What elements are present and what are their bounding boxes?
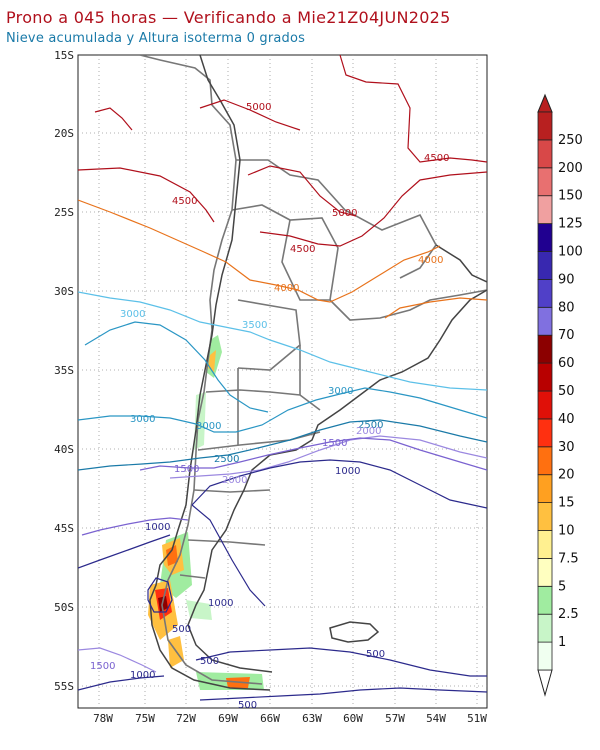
lat-tick: 40S <box>54 443 74 456</box>
contour-label: 3000 <box>328 386 353 397</box>
lat-tick: 45S <box>54 522 74 535</box>
contour-label: 1500 <box>322 438 347 449</box>
coastline <box>149 55 487 691</box>
longitude-axis: 78W 75W 72W 69W 66W 63W 60W 57W 54W 51W <box>93 712 487 725</box>
contour-label: 4000 <box>418 255 443 266</box>
colorbar-label: 1 <box>558 635 566 650</box>
lat-tick: 35S <box>54 364 74 377</box>
lat-tick: 15S <box>54 49 74 62</box>
graticule <box>78 55 487 708</box>
contour-label: 4500 <box>172 196 197 207</box>
colorbar-label: 20 <box>558 468 575 483</box>
colorbar-swatch <box>537 530 553 559</box>
colorbar-swatch <box>537 278 553 308</box>
colorbar-label: 90 <box>558 272 575 287</box>
lon-tick: 66W <box>260 712 280 725</box>
colorbar-swatch <box>537 223 553 252</box>
colorbar-label: 7.5 <box>558 551 579 566</box>
colorbar-label: 15 <box>558 496 575 511</box>
colorbar-label: 100 <box>558 245 583 260</box>
colorbar-swatch <box>537 418 553 448</box>
lat-tick: 50S <box>54 601 74 614</box>
lon-tick: 72W <box>176 712 196 725</box>
colorbar-label: 250 <box>558 133 583 148</box>
contour-label: 3000 <box>120 309 145 320</box>
colorbar-swatch <box>537 613 553 643</box>
colorbar-label: 60 <box>558 356 575 371</box>
contour-label: 3000 <box>196 421 221 432</box>
contour-label: 2500 <box>214 454 239 465</box>
colorbar-swatch <box>537 502 553 531</box>
colorbar-top-arrow <box>537 93 553 113</box>
lon-tick: 63W <box>302 712 322 725</box>
contour-label: 2000 <box>356 426 381 437</box>
contour-label: 1000 <box>335 466 360 477</box>
isotherm-contours <box>78 55 487 701</box>
lon-tick: 75W <box>135 712 155 725</box>
lat-tick: 55S <box>54 680 74 693</box>
colorbar-swatch <box>537 390 553 420</box>
lat-tick: 25S <box>54 206 74 219</box>
colorbar-swatch <box>537 334 553 364</box>
contour-label: 1000 <box>145 522 170 533</box>
contour-labels: 5000 4500 4500 5000 4500 4000 4000 3500 … <box>90 102 449 711</box>
lon-tick: 57W <box>385 712 405 725</box>
contour-label: 500 <box>366 649 385 660</box>
colorbar-label: 5 <box>558 579 566 594</box>
contour-label: 5000 <box>246 102 271 113</box>
colorbar-label: 40 <box>558 412 575 427</box>
colorbar-swatch <box>537 306 553 336</box>
lat-tick: 20S <box>54 127 74 140</box>
contour-label: 1000 <box>130 670 155 681</box>
contour-label: 1500 <box>174 464 199 475</box>
contour-label: 500 <box>238 700 257 711</box>
colorbar-label: 80 <box>558 300 575 315</box>
colorbar-swatch <box>537 167 553 197</box>
map-title: Prono a 045 horas — Verificando a Mie21Z… <box>6 8 451 27</box>
lon-tick: 51W <box>467 712 487 725</box>
contour-label: 3500 <box>242 320 267 331</box>
colorbar-swatch <box>537 558 553 587</box>
lon-tick: 60W <box>343 712 363 725</box>
contour-label: 500 <box>200 656 219 667</box>
colorbar: 250 200 150 125 100 90 80 70 60 50 40 30 20 15 10 7.5 5 2… <box>537 93 583 697</box>
colorbar-label: 30 <box>558 440 575 455</box>
lat-tick: 30S <box>54 285 74 298</box>
map-frame <box>77 54 488 709</box>
colorbar-label: 50 <box>558 384 575 399</box>
colorbar-swatch <box>537 585 553 615</box>
colorbar-swatch <box>537 362 553 392</box>
colorbar-bottom-arrow <box>537 669 553 697</box>
colorbar-swatch <box>537 474 553 504</box>
colorbar-swatch <box>537 446 553 476</box>
map-subtitle: Nieve acumulada y Altura isoterma 0 grad… <box>6 31 306 46</box>
colorbar-label: 125 <box>558 217 583 232</box>
colorbar-label: 200 <box>558 161 583 176</box>
contour-label: 1500 <box>90 661 115 672</box>
contour-label: 1000 <box>208 598 233 609</box>
contour-label: 4500 <box>290 244 315 255</box>
colorbar-swatch <box>537 251 553 280</box>
contour-label: 4000 <box>274 283 299 294</box>
lon-tick: 69W <box>218 712 238 725</box>
colorbar-swatch <box>537 111 553 141</box>
contour-label: 5000 <box>332 208 357 219</box>
contour-label: 500 <box>172 624 191 635</box>
colorbar-swatch <box>537 641 553 671</box>
contour-label: 3000 <box>130 414 155 425</box>
colorbar-label: 2.5 <box>558 607 579 622</box>
lon-tick: 78W <box>93 712 113 725</box>
lon-tick: 54W <box>426 712 446 725</box>
colorbar-label: 10 <box>558 524 575 539</box>
colorbar-swatch <box>537 139 553 169</box>
colorbar-label: 70 <box>558 328 575 343</box>
colorbar-swatch <box>537 195 553 224</box>
contour-label: 2500 <box>358 420 383 431</box>
contour-label: 2000 <box>222 475 247 486</box>
contour-label: 4500 <box>424 153 449 164</box>
latitude-axis: 15S 20S 25S 30S 35S 40S 45S 50S 55S <box>54 49 74 693</box>
colorbar-label: 150 <box>558 189 583 204</box>
